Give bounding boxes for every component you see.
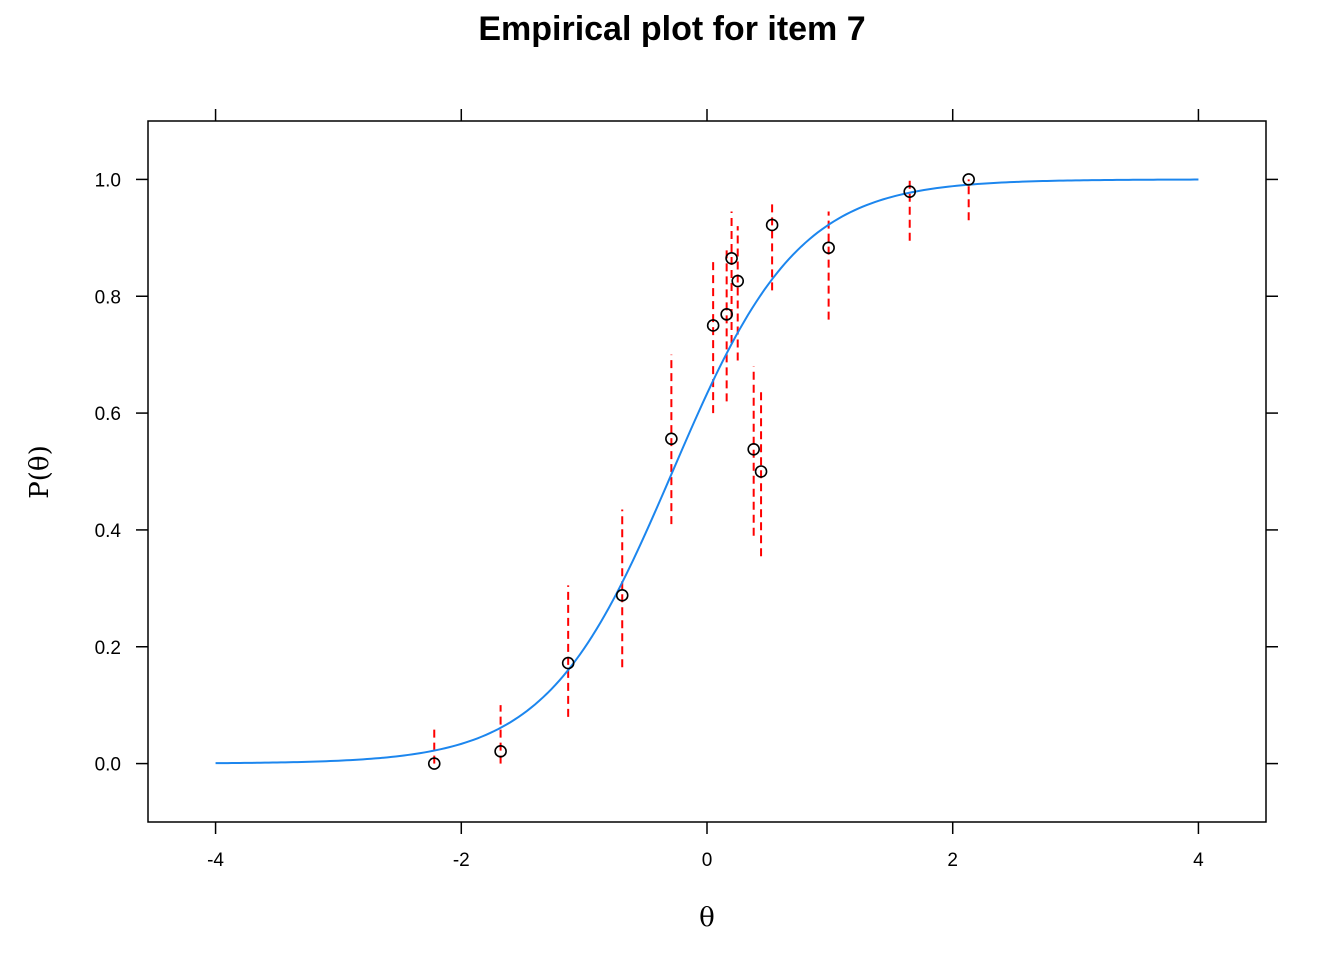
- data-point: [747, 443, 760, 456]
- chart-title: Empirical plot for item 7: [478, 10, 866, 48]
- y-tick-label: 1.0: [95, 170, 121, 191]
- y-axis-label: P(θ): [25, 445, 55, 498]
- data-point: [725, 251, 738, 265]
- fitted-curve: [215, 178, 1199, 765]
- x-tick-label: 2: [947, 850, 958, 871]
- data-point: [903, 185, 917, 198]
- data-point: [494, 745, 507, 758]
- x-tick-label: -4: [207, 850, 224, 871]
- data-point: [427, 757, 441, 770]
- x-tick-label: -2: [453, 850, 470, 871]
- data-point: [962, 173, 975, 186]
- data-point: [561, 656, 575, 670]
- data-point: [706, 319, 720, 332]
- x-axis-label: θ: [699, 903, 715, 933]
- data-point: [765, 218, 779, 232]
- plot-frame: [147, 120, 1267, 823]
- y-tick-label: 0.4: [95, 521, 122, 542]
- y-tick-label: 0.6: [95, 404, 121, 425]
- data-point: [665, 432, 678, 446]
- data-point: [731, 274, 745, 288]
- data-point: [720, 308, 733, 321]
- y-tick-label: 0.2: [95, 638, 121, 659]
- data-point: [754, 465, 768, 478]
- y-tick-label: 0.0: [95, 755, 121, 776]
- data-point: [615, 589, 629, 602]
- data-point: [822, 241, 835, 255]
- y-tick-label: 0.8: [95, 287, 121, 308]
- x-tick-label: 4: [1193, 850, 1204, 871]
- x-tick-label: 0: [702, 850, 713, 871]
